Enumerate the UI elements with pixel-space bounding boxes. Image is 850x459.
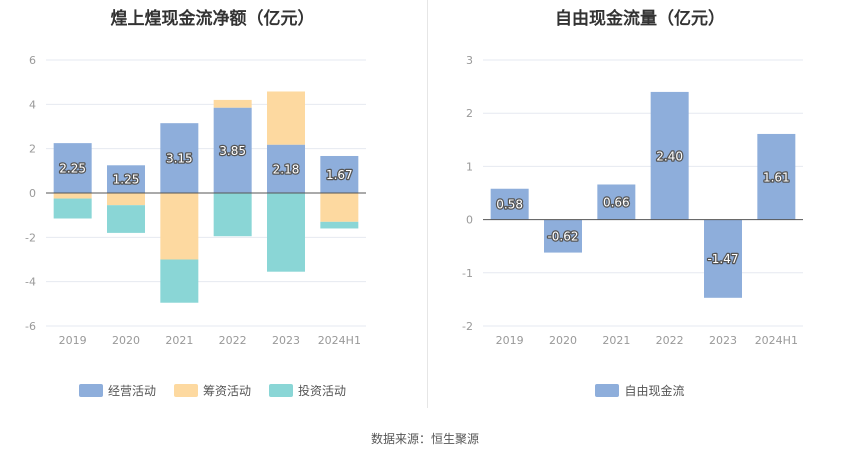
bar (107, 165, 145, 193)
bar (704, 219, 742, 298)
bar (320, 193, 359, 222)
bar (490, 188, 529, 220)
chart-title: 煌上煌现金流净额（亿元） (110, 9, 315, 29)
y-tick-label: 4 (29, 98, 36, 111)
x-tick-label: 2023 (709, 334, 737, 347)
chart-legend: 经营活动 筹资活动 投资活动 (0, 382, 425, 399)
y-tick-label: -4 (25, 276, 36, 289)
x-tick-label: 2020 (549, 334, 577, 347)
y-tick-label: 3 (466, 54, 473, 67)
bar (160, 123, 199, 193)
y-tick-label: 2 (466, 107, 473, 120)
y-tick-label: -6 (25, 320, 36, 333)
x-tick-label: 2022 (656, 334, 684, 347)
legend-label: 经营活动 (107, 384, 156, 398)
legend-item[interactable]: 自由现金流 (595, 382, 685, 399)
x-tick-label: 2024H1 (755, 334, 798, 347)
y-tick-label: 6 (29, 54, 36, 67)
legend-swatch (595, 384, 620, 397)
bar (160, 259, 199, 303)
bar (757, 133, 796, 220)
free-cash-flow-bar-chart: -2 -1 0 1 2 3 2019 2020 2021 2022 2023 2024H1 0.58 -0… (462, 54, 803, 347)
data-label: 0.58 (496, 198, 523, 212)
data-label: -0.62 (547, 230, 578, 244)
legend-item[interactable]: 投资活动 (269, 382, 346, 399)
legend-label: 筹资活动 (202, 384, 251, 398)
legend-swatch (78, 384, 103, 397)
bar (213, 107, 252, 193)
data-label: 0.66 (603, 196, 630, 210)
legend-item[interactable]: 筹资活动 (173, 382, 251, 399)
x-tick-label: 2019 (496, 334, 524, 347)
x-tick-label: 2021 (602, 334, 630, 347)
bar (53, 193, 92, 199)
bar (267, 144, 305, 193)
bar (160, 193, 199, 260)
bar (53, 198, 92, 219)
cash-flow-chart-panel: 煌上煌现金流净额（亿元） -6 -4 -2 0 2 4 6 2019 2020 2021 2022 2… (0, 0, 425, 410)
y-tick-label: -2 (462, 320, 473, 333)
chart-legend: 自由现金流 (430, 382, 850, 399)
x-tick-label: 2021 (165, 334, 193, 347)
bar (107, 205, 145, 233)
data-label: -1.47 (707, 252, 738, 266)
bar (320, 155, 359, 193)
legend-swatch (173, 384, 198, 397)
cash-flow-stacked-bar-chart: -6 -4 -2 0 2 4 6 2019 2020 2021 2022 2023 2024H1 2.25… (25, 54, 366, 347)
bar (213, 99, 252, 108)
x-tick-label: 2019 (59, 334, 87, 347)
data-label: 3.85 (219, 144, 246, 158)
bar (53, 143, 92, 193)
data-label: 3.15 (166, 152, 193, 166)
bar (650, 91, 689, 220)
data-label: 2.40 (656, 149, 683, 163)
bar (544, 219, 582, 253)
free-cash-flow-chart-panel: 自由现金流量（亿元） -2 -1 0 1 2 3 2019 2020 2021 2022 2023 2… (430, 0, 850, 410)
bar (267, 193, 305, 272)
data-source-note: 数据来源：恒生聚源 (370, 432, 479, 446)
data-label: 2.25 (59, 162, 86, 176)
y-tick-label: -1 (462, 267, 473, 280)
legend-label: 投资活动 (298, 384, 347, 398)
y-tick-label: 0 (466, 214, 473, 227)
data-label: 2.18 (273, 162, 300, 176)
y-tick-label: -2 (25, 231, 36, 244)
x-tick-label: 2020 (112, 334, 140, 347)
y-tick-label: 0 (29, 187, 36, 200)
x-tick-label: 2024H1 (318, 334, 361, 347)
bar (213, 193, 252, 237)
legend-label: 自由现金流 (624, 384, 685, 398)
data-label: 1.67 (326, 168, 353, 182)
x-tick-label: 2022 (219, 334, 247, 347)
bar (267, 91, 305, 145)
y-tick-label: 2 (29, 143, 36, 156)
panel-divider (427, 0, 428, 408)
bar (320, 221, 359, 229)
x-tick-label: 2023 (272, 334, 300, 347)
bar (597, 184, 636, 220)
legend-swatch (269, 384, 293, 397)
data-label: 1.61 (763, 170, 790, 184)
chart-title: 自由现金流量（亿元） (555, 9, 725, 29)
y-tick-label: 1 (466, 160, 473, 173)
data-label: 1.25 (113, 173, 140, 187)
bar (107, 193, 145, 206)
legend-item[interactable]: 经营活动 (78, 382, 156, 399)
